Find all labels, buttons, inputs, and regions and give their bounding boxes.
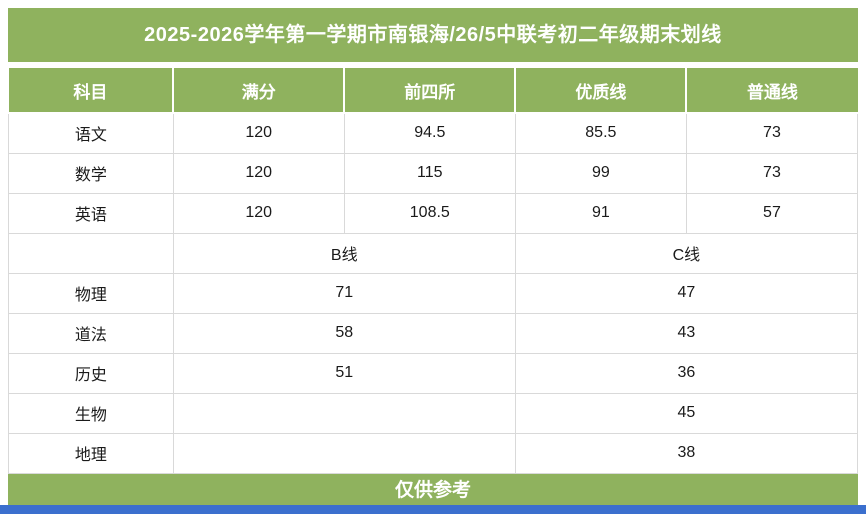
c-line-cell: 47	[514, 272, 859, 314]
normal-cell: 57	[685, 192, 859, 234]
c-line-cell: 45	[514, 392, 859, 434]
col-header-subject: 科目	[8, 66, 175, 114]
c-line-cell: 36	[514, 352, 859, 394]
subject-cell: 物理	[8, 272, 174, 314]
top4-cell: 94.5	[343, 112, 516, 154]
quality-cell: 99	[514, 152, 687, 194]
sub-header-row: B线 C线	[8, 232, 859, 274]
table-row: 生物 45	[8, 392, 859, 434]
b-line-cell: 71	[172, 272, 516, 314]
top4-cell: 115	[343, 152, 516, 194]
b-line-cell	[172, 392, 516, 434]
quality-cell: 85.5	[514, 112, 687, 154]
subject-cell: 地理	[8, 432, 174, 474]
footer-note: 仅供参考	[8, 473, 858, 507]
subject-cell: 英语	[8, 192, 174, 234]
subject-cell: 生物	[8, 392, 174, 434]
normal-cell: 73	[685, 152, 859, 194]
full-score-cell: 120	[172, 112, 345, 154]
b-line-cell: 58	[172, 312, 516, 354]
full-score-cell: 120	[172, 152, 345, 194]
b-line-cell: 51	[172, 352, 516, 394]
table-row: 历史 51 36	[8, 352, 859, 394]
c-line-cell: 43	[514, 312, 859, 354]
normal-cell: 73	[685, 112, 859, 154]
c-line-header-cell: C线	[514, 232, 859, 274]
table-row: 物理 71 47	[8, 272, 859, 314]
quality-cell: 91	[514, 192, 687, 234]
b-line-header-cell: B线	[172, 232, 516, 274]
table-row: 语文 120 94.5 85.5 73	[8, 112, 859, 154]
score-sheet: 2025-2026学年第一学期市南银海/26/5中联考初二年级期末划线 科目 满…	[8, 8, 859, 507]
table-row: 英语 120 108.5 91 57	[8, 192, 859, 234]
table-row: 道法 58 43	[8, 312, 859, 354]
subject-cell: 历史	[8, 352, 174, 394]
table-row: 地理 38	[8, 432, 859, 474]
table-row: 数学 120 115 99 73	[8, 152, 859, 194]
col-header-normal-line: 普通线	[685, 66, 858, 114]
full-score-cell: 120	[172, 192, 345, 234]
subject-cell: 数学	[8, 152, 174, 194]
subject-cell	[8, 232, 174, 274]
b-line-cell	[172, 432, 516, 474]
col-header-top4-line: 前四所	[343, 66, 517, 114]
top4-cell: 108.5	[343, 192, 516, 234]
c-line-cell: 38	[514, 432, 859, 474]
subject-cell: 语文	[8, 112, 174, 154]
col-header-full-score: 满分	[172, 66, 346, 114]
header-row: 科目 满分 前四所 优质线 普通线	[8, 66, 858, 114]
col-header-quality-line: 优质线	[514, 66, 688, 114]
score-table: 科目 满分 前四所 优质线 普通线 语文 120 94.5 85.5 73 数学…	[8, 66, 859, 474]
bottom-edge-strip	[0, 505, 866, 514]
subject-cell: 道法	[8, 312, 174, 354]
page-title: 2025-2026学年第一学期市南银海/26/5中联考初二年级期末划线	[8, 8, 858, 62]
